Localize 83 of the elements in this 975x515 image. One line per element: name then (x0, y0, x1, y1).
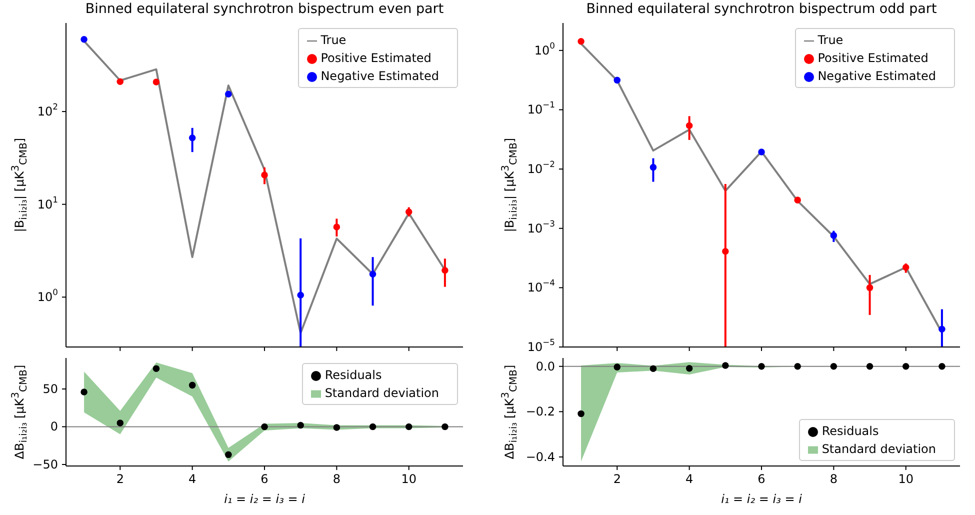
point (650, 164, 657, 171)
y-tick-label: 0.0 (536, 359, 555, 374)
y-tick-label: −50 (32, 457, 58, 472)
y-tick-label: 10$^{−5}$ (527, 337, 555, 354)
y-tick-label: −0.2 (526, 404, 555, 419)
y-tick-label: 10$^{0}$ (37, 287, 58, 304)
point (902, 363, 910, 370)
point (758, 363, 765, 370)
point (830, 363, 838, 370)
point (650, 365, 657, 372)
point (794, 196, 801, 204)
point (369, 423, 376, 430)
point (80, 36, 88, 43)
point (369, 270, 376, 278)
legend-label: True (320, 33, 346, 47)
x-tick-label: 8 (830, 472, 838, 486)
x-tick-label: 10 (898, 472, 914, 486)
point (722, 248, 729, 255)
x-axis-title: i₁ = i₂ = i₃ = i (224, 492, 305, 506)
point (80, 388, 88, 396)
y-tick-label: 10$^{−4}$ (527, 278, 555, 295)
point (225, 90, 232, 98)
point (866, 363, 874, 370)
point (152, 78, 160, 86)
point (614, 76, 621, 84)
y-tick-label: −0.4 (526, 450, 555, 464)
point (116, 420, 124, 426)
chart-title: Binned equilateral synchrotron bispectrum odd part (586, 1, 937, 17)
point (442, 267, 448, 274)
x-tick-label: 2 (613, 472, 621, 486)
legend-label: Negative Estimated (320, 69, 439, 83)
point (405, 208, 412, 216)
legend-label: Residuals (324, 368, 382, 382)
legend-label: Positive Estimated (320, 51, 432, 65)
point (686, 365, 693, 372)
point (152, 365, 160, 372)
point (794, 363, 801, 370)
x-tick-label: 8 (332, 472, 340, 486)
point (902, 264, 910, 271)
point (938, 363, 946, 370)
point (938, 326, 946, 333)
point (686, 122, 693, 129)
y-tick-label: 10$^{−2}$ (527, 159, 555, 176)
point (297, 422, 304, 429)
x-tick-label: 4 (188, 472, 196, 486)
point (333, 224, 340, 230)
y-tick-label: 10$^{1}$ (37, 194, 58, 212)
point (116, 78, 124, 86)
x-tick-label: 2 (116, 472, 124, 486)
x-tick-label: 10 (401, 472, 417, 486)
legend-label: Standard deviation (822, 442, 936, 456)
point (442, 423, 448, 430)
legend-label: Standard deviation (324, 386, 439, 400)
point (188, 134, 196, 142)
legend-label: True (818, 33, 844, 47)
point (405, 423, 412, 430)
y-tick-label: 10$^{−3}$ (527, 218, 555, 236)
chart-title: Binned equilateral synchrotron bispectrum even part (85, 1, 444, 17)
y-tick-label: 0 (50, 420, 58, 434)
x-tick-label: 6 (260, 472, 268, 486)
point (758, 148, 765, 156)
point (297, 292, 304, 299)
legend-label: Negative Estimated (818, 69, 936, 83)
x-axis-title: i₁ = i₂ = i₃ = i (721, 492, 802, 506)
y-tick-label: 10$^{2}$ (37, 102, 58, 119)
legend-label: Positive Estimated (818, 51, 928, 65)
y-tick-label: 10$^{0}$ (534, 40, 555, 58)
point (188, 382, 196, 389)
point (578, 410, 584, 418)
y-tick-label: 50 (42, 382, 58, 396)
point (261, 172, 268, 178)
point (225, 451, 232, 458)
legend-label: Residuals (822, 424, 879, 438)
point (333, 424, 340, 431)
point (830, 232, 838, 239)
x-tick-label: 6 (758, 472, 766, 486)
point (866, 284, 874, 292)
x-tick-label: 4 (686, 472, 694, 486)
point (722, 362, 729, 369)
point (261, 423, 268, 430)
point (614, 364, 621, 370)
y-tick-label: 10$^{−1}$ (527, 100, 555, 117)
point (578, 38, 584, 45)
